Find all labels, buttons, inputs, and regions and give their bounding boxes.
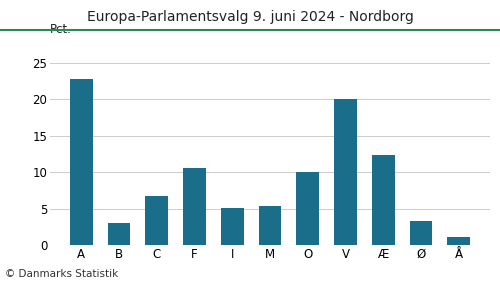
Bar [221,208,244,245]
Bar [410,221,432,245]
Bar [146,196,168,245]
Bar [70,79,92,245]
Bar [334,99,357,245]
Text: © Danmarks Statistik: © Danmarks Statistik [5,269,118,279]
Text: Pct.: Pct. [50,23,72,36]
Bar [448,237,470,245]
Bar [108,223,130,245]
Bar [258,206,281,245]
Text: Europa-Parlamentsvalg 9. juni 2024 - Nordborg: Europa-Parlamentsvalg 9. juni 2024 - Nor… [86,10,413,24]
Bar [296,172,319,245]
Bar [183,168,206,245]
Bar [372,155,394,245]
